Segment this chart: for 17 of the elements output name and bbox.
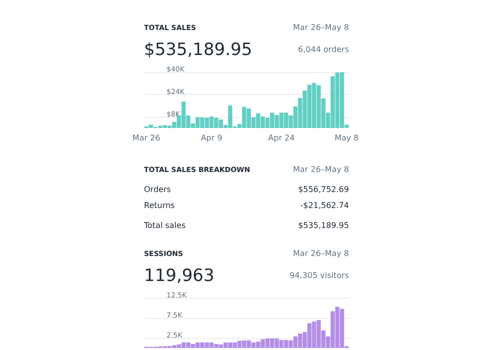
chart-subtitle: 119,963	[144, 266, 214, 286]
chart-subtitle: $535,189.95	[144, 40, 252, 60]
text: Mar 26–May 8	[293, 249, 349, 258]
text: Mar 26–May 8	[293, 23, 349, 32]
x-tick-label: Mar 26	[132, 134, 160, 142]
x-tick-label: Apr 24	[268, 134, 295, 142]
text: -$21,562.74	[300, 201, 349, 210]
text: 94,305 visitors	[290, 271, 349, 280]
text: $556,752.69	[298, 185, 349, 194]
text: $535,189.95	[298, 221, 349, 230]
text: Orders	[144, 185, 171, 194]
text: Returns	[144, 201, 175, 210]
text: Mar 26–May 8	[293, 165, 349, 174]
text: Total sales	[143, 221, 186, 230]
x-tick-label: May 8	[334, 134, 359, 142]
text: 6,044 orders	[298, 45, 349, 54]
x-tick-label: Apr 9	[200, 134, 222, 142]
